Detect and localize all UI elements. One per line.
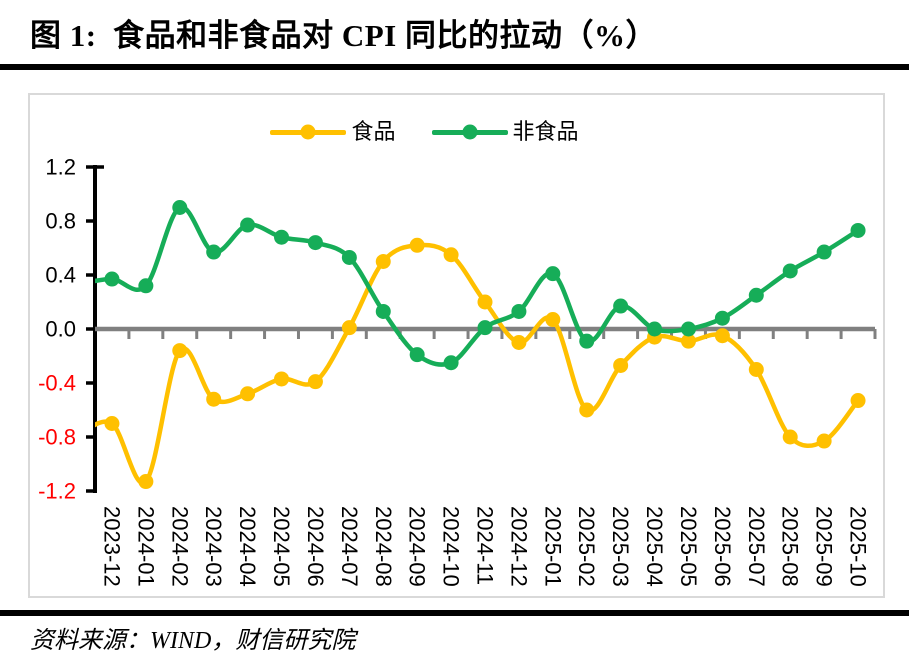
legend-label-nonfood: 非食品 [512,119,579,144]
source-note: 资料来源：WIND，财信研究院 [30,628,356,654]
svg-text:-1.2: -1.2 [38,479,76,504]
svg-text:2025-08: 2025-08 [778,506,803,587]
source-divider [0,610,909,616]
title-divider [0,64,909,70]
chart-legend: 食品 非食品 [0,121,851,143]
svg-text:2024-12: 2024-12 [506,506,531,587]
legend-label-food: 食品 [351,119,396,144]
svg-text:0.4: 0.4 [45,263,76,288]
svg-text:-0.4: -0.4 [38,371,76,396]
figure-title: 图 1: 食品和非食品对 CPI 同比的拉动（%） [30,18,657,53]
svg-text:2023-12: 2023-12 [99,506,124,587]
svg-text:2025-02: 2025-02 [574,506,599,587]
svg-text:2025-10: 2025-10 [846,506,871,587]
svg-text:2024-09: 2024-09 [405,506,430,587]
svg-text:2024-06: 2024-06 [303,506,328,587]
svg-text:2024-04: 2024-04 [235,506,260,587]
cpi-line-chart: 1.2 0.8 0.4 0.0 -0.4 -0.8 -1.2 2023-12 2024-01 20… [38,155,877,587]
svg-text:2024-03: 2024-03 [201,506,226,587]
svg-text:2024-02: 2024-02 [167,506,192,587]
svg-text:2025-04: 2025-04 [642,506,667,587]
svg-text:2024-07: 2024-07 [337,506,362,587]
chart-panel: 1.2 0.8 0.4 0.0 -0.4 -0.8 -1.2 2023-12 2024-01 20… [28,93,885,598]
svg-text:-0.8: -0.8 [38,425,76,450]
svg-text:0.0: 0.0 [45,317,76,342]
svg-text:2025-06: 2025-06 [710,506,735,587]
nonfood-line-swatch [431,124,508,140]
svg-text:2024-11: 2024-11 [473,506,498,585]
svg-text:2024-08: 2024-08 [371,506,396,587]
svg-text:1.2: 1.2 [45,155,76,180]
legend-item-food: 食品 [270,119,396,144]
svg-text:2025-07: 2025-07 [744,506,769,587]
nonfood-marker-icon [462,124,477,140]
svg-text:2025-01: 2025-01 [540,506,565,587]
svg-text:2024-05: 2024-05 [269,506,294,587]
svg-text:2024-10: 2024-10 [439,506,464,587]
food-line-swatch [270,124,347,140]
svg-text:0.8: 0.8 [45,209,76,234]
svg-text:2025-05: 2025-05 [676,506,701,587]
svg-text:2025-03: 2025-03 [608,506,633,587]
food-marker-icon [300,124,316,140]
legend-item-nonfood: 非食品 [431,119,579,144]
svg-text:2025-09: 2025-09 [812,506,837,587]
svg-text:2024-01: 2024-01 [133,506,158,587]
